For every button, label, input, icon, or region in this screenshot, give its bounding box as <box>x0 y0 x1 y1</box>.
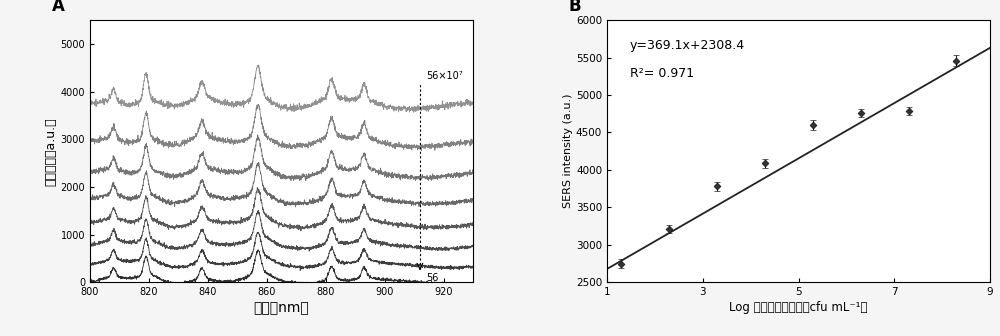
Text: B: B <box>569 0 581 15</box>
Y-axis label: 拉曼强度（a.u.）: 拉曼强度（a.u.） <box>45 117 58 185</box>
Y-axis label: SERS intensity (a.u.): SERS intensity (a.u.) <box>563 94 573 208</box>
Text: 56×10⁷: 56×10⁷ <box>426 71 462 81</box>
Text: R²= 0.971: R²= 0.971 <box>630 67 694 80</box>
X-axis label: 波长（nm）: 波长（nm） <box>254 301 309 315</box>
Text: A: A <box>52 0 65 15</box>
Text: y=369.1x+2308.4: y=369.1x+2308.4 <box>630 39 745 51</box>
X-axis label: Log 鼠伤寒沙门氏菌（cfu mL⁻¹）: Log 鼠伤寒沙门氏菌（cfu mL⁻¹） <box>729 301 868 314</box>
Text: 56: 56 <box>426 273 438 283</box>
